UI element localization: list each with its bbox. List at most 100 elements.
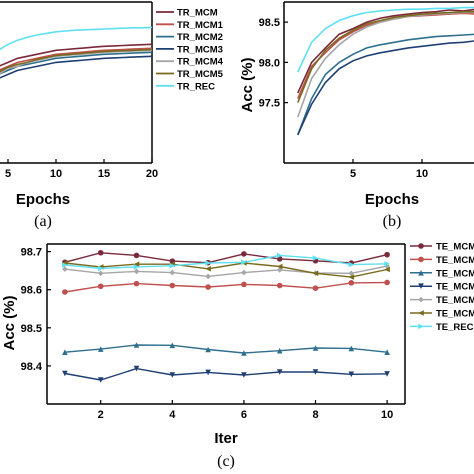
panel-a-legend-label-tr-mcm3: TR_MCM3	[177, 44, 223, 55]
panel-c-legend-label-te-mcm5: TE_MCM5	[436, 309, 474, 320]
panel-c-legend-label-te-mcm: TE_MCM	[436, 242, 474, 253]
panel-c-legend: TE_MCM TE_MCM1 TE_MCM2 TE_MCM3 TE_MCM4 TE_MCM…	[410, 242, 474, 333]
panel-a-series-tr-mcm5	[0, 48, 153, 73]
panel-a-legend-label-tr-mcm2: TR_MCM2	[177, 32, 223, 43]
panel-b-x-tick-label: 5	[350, 168, 356, 180]
panel-b-series-te-mcm5	[297, 10, 474, 103]
panel-c-point-te-mcm1	[241, 281, 247, 288]
panel-b-series-te-mcm2	[297, 33, 474, 136]
panel-c-point-te-mcm3	[169, 372, 176, 378]
panel-a-x-tick-label: 15	[98, 168, 110, 180]
panel-c-point-te-mcm	[384, 251, 390, 258]
panel-c-point-te-mcm1	[169, 282, 176, 289]
panel-b-chart: 97.598.098.551015Acc (%)Epochs(b)	[239, 1, 474, 230]
panel-b-series-te-mcm	[297, 8, 474, 94]
panel-c-y-axis-title: Acc (%)	[1, 295, 18, 350]
panel-b-series-te-mcm3	[297, 40, 474, 136]
panel-c-point-te-mcm4	[97, 270, 104, 277]
panel-c-point-te-mcm	[133, 252, 140, 259]
panel-a-x-tick-label: 5	[5, 168, 11, 180]
panel-c-x-axis-title: Iter	[214, 430, 238, 447]
panel-c-point-te-rec	[97, 265, 104, 272]
panel-c-chart: 98.498.598.698.7246810TE_MCMTE_MCM1TE_MC…	[1, 242, 474, 471]
panel-c-series-line-te-mcm1	[64, 281, 388, 293]
panel-a-series-tr-mcm1	[0, 47, 153, 71]
panel-c-legend-label-te-mcm4: TE_MCM4	[436, 295, 474, 306]
panel-b-y-axis-title: Acc (%)	[239, 57, 256, 112]
panel-c-point-te-mcm1	[133, 280, 140, 287]
panel-a-series-tr-mcm3	[0, 55, 153, 79]
panel-a-legend-label-tr-rec: TR_REC	[177, 81, 215, 92]
panel-c-x-tick-label: 6	[241, 409, 247, 421]
panel-a-chart: 5 10 15 20TR_MCMTR_MCM1TR_MCM2TR_MCM3TR_MCM…	[0, 1, 224, 230]
panel-c-point-te-mcm5	[312, 270, 319, 277]
panel-c-point-te-mcm2	[241, 350, 247, 356]
panel-c-series-line-te-mcm5	[64, 262, 388, 278]
panel-c-point-te-rec	[241, 259, 247, 266]
panel-c-point-te-mcm2	[169, 342, 176, 349]
panel-c-point-te-mcm1	[205, 284, 211, 290]
panel-c-point-te-mcm2	[62, 349, 68, 355]
panel-b-x-tick-label: 10	[416, 168, 428, 180]
panel-c-point-te-rec	[312, 255, 319, 261]
panel-c-series-line-te-mcm2	[64, 344, 388, 354]
panel-c-point-te-mcm4	[62, 266, 68, 272]
panel-c-series-te-mcm	[62, 249, 390, 266]
panel-c-point-te-mcm3	[384, 371, 390, 377]
panel-c-legend-marker-te-rec	[418, 323, 424, 330]
panel-c-point-te-rec	[276, 252, 283, 259]
panel-c-series-te-mcm1	[62, 279, 390, 295]
panel-a-legend-label-tr-mcm: TR_MCM	[177, 8, 218, 19]
panel-c-point-te-mcm2	[205, 346, 211, 353]
panel-c-point-te-mcm3	[241, 372, 247, 378]
panel-a-x-axis-title: Epochs	[16, 191, 70, 208]
panel-c-y-tick-label: 98.6	[21, 285, 42, 297]
panel-c-legend-marker-te-mcm	[418, 243, 424, 249]
panel-c-point-te-mcm5	[348, 274, 355, 280]
panel-c-point-te-mcm1	[312, 285, 319, 291]
panel-c-point-te-mcm5	[276, 263, 283, 270]
panel-c-point-te-mcm2	[97, 346, 104, 352]
panel-c-point-te-mcm3	[276, 369, 283, 375]
panel-c-series-line-te-rec	[64, 254, 388, 270]
panel-c-legend-label-te-mcm1: TE_MCM1	[436, 255, 474, 266]
panel-c-y-tick-label: 98.5	[21, 323, 42, 335]
panel-c-legend-marker-te-mcm3	[418, 283, 424, 289]
panel-c-point-te-rec	[133, 264, 140, 270]
panel-c-point-te-mcm5	[133, 261, 140, 267]
panel-c-point-te-mcm3	[62, 370, 68, 377]
panel-c-point-te-mcm1	[62, 289, 68, 295]
panel-c-legend-label-te-mcm3: TE_MCM3	[436, 282, 474, 293]
panel-c-legend-label-te-mcm2: TE_MCM2	[436, 268, 474, 279]
panel-c-point-te-mcm2	[312, 345, 319, 351]
panel-c-series-te-mcm3	[62, 365, 390, 383]
panel-b-caption: (b)	[383, 213, 402, 230]
panel-c-legend-label-te-rec: TE_REC	[436, 322, 474, 333]
panel-a-series-tr-mcm4	[0, 49, 153, 75]
panel-b-y-tick-label: 98.5	[259, 17, 280, 29]
panel-a-caption: (a)	[34, 213, 52, 230]
panel-c-point-te-rec	[348, 261, 355, 268]
panel-c-point-te-mcm4	[133, 268, 140, 275]
panel-c-series-te-rec	[62, 252, 390, 272]
panel-c-point-te-rec	[205, 260, 211, 266]
panel-c-point-te-mcm1	[348, 280, 355, 286]
panel-c-point-te-mcm1	[97, 283, 104, 290]
panel-c-point-te-mcm5	[384, 266, 390, 273]
panel-c-y-tick-label: 98.4	[21, 361, 43, 373]
panel-b-series-te-mcm4	[297, 11, 474, 118]
panel-c-point-te-mcm4	[241, 269, 247, 276]
panel-c-point-te-mcm3	[312, 369, 319, 375]
panel-c-point-te-mcm2	[348, 345, 355, 352]
panel-a-legend-label-tr-mcm1: TR_MCM1	[177, 20, 224, 31]
panel-a-series-tr-mcm2	[0, 51, 153, 75]
panel-c-point-te-mcm1	[384, 279, 390, 286]
panel-a-series-tr-mcm	[0, 43, 153, 67]
panel-c-x-tick-label: 4	[169, 409, 176, 421]
panel-c-x-tick-label: 8	[312, 409, 318, 421]
panel-b-x-axis-title: Epochs	[365, 191, 419, 208]
panel-c-series-te-mcm2	[62, 342, 390, 356]
panel-c-point-te-mcm3	[348, 371, 355, 378]
panel-c-y-tick-label: 98.7	[21, 247, 42, 259]
panel-a-x-tick-label: 20	[146, 168, 158, 180]
